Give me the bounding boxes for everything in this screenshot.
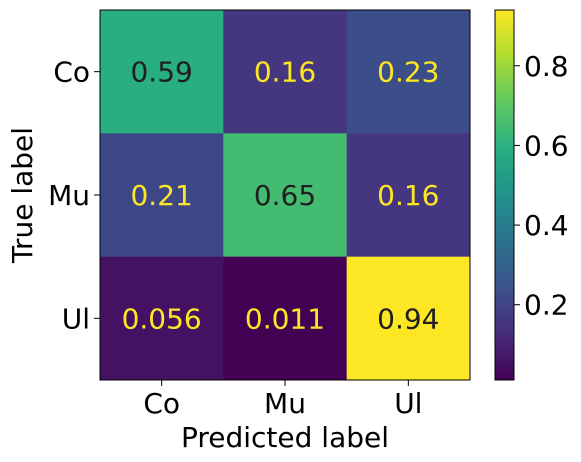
y-tick-label: Mu [48, 179, 90, 212]
heatmap-cell [100, 10, 224, 134]
x-axis-ticks: Co Mu Ul [143, 380, 422, 420]
cell-value-label: 0.21 [130, 179, 192, 212]
heatmap-cell [346, 10, 471, 134]
cell-value-label: 0.23 [377, 56, 439, 89]
y-tick-label: Ul [62, 302, 90, 335]
cell-value-label: 0.16 [254, 56, 316, 89]
colorbar-ticks: 0.2 0.4 0.6 0.8 [514, 50, 569, 322]
cell-value-label: 0.16 [377, 179, 439, 212]
x-tick-label: Ul [394, 387, 422, 420]
heatmap-cell [100, 256, 224, 381]
cell-value-label: 0.94 [377, 302, 439, 335]
heatmap-cell [223, 10, 348, 134]
y-axis-label: True label [6, 127, 39, 264]
colorbar [494, 9, 515, 381]
y-tick-label: Co [53, 56, 90, 89]
colorbar-tick-label: 0.4 [524, 209, 569, 242]
heatmap-cell [100, 133, 224, 258]
x-tick-label: Mu [264, 387, 306, 420]
cell-value-labels: 0.59 0.16 0.23 0.21 0.65 0.16 0.056 0.011 0.94 [122, 56, 440, 336]
colorbar-tick-label: 0.2 [524, 289, 569, 322]
colorbar-tick-label: 0.6 [524, 129, 569, 162]
y-axis-ticks: Co Mu Ul [48, 56, 100, 335]
heatmap-cell [346, 256, 471, 381]
cell-value-label: 0.011 [245, 302, 325, 335]
cell-value-label: 0.65 [254, 179, 316, 212]
x-axis-label: Predicted label [181, 421, 389, 454]
colorbar-tick-label: 0.8 [524, 50, 569, 83]
heatmap-cell [223, 133, 348, 258]
cell-value-label: 0.59 [130, 56, 192, 89]
heatmap-cells [100, 10, 471, 381]
heatmap-cell [346, 133, 471, 258]
cell-value-label: 0.056 [122, 302, 202, 335]
heatmap-cell [223, 256, 348, 381]
x-tick-label: Co [143, 387, 180, 420]
